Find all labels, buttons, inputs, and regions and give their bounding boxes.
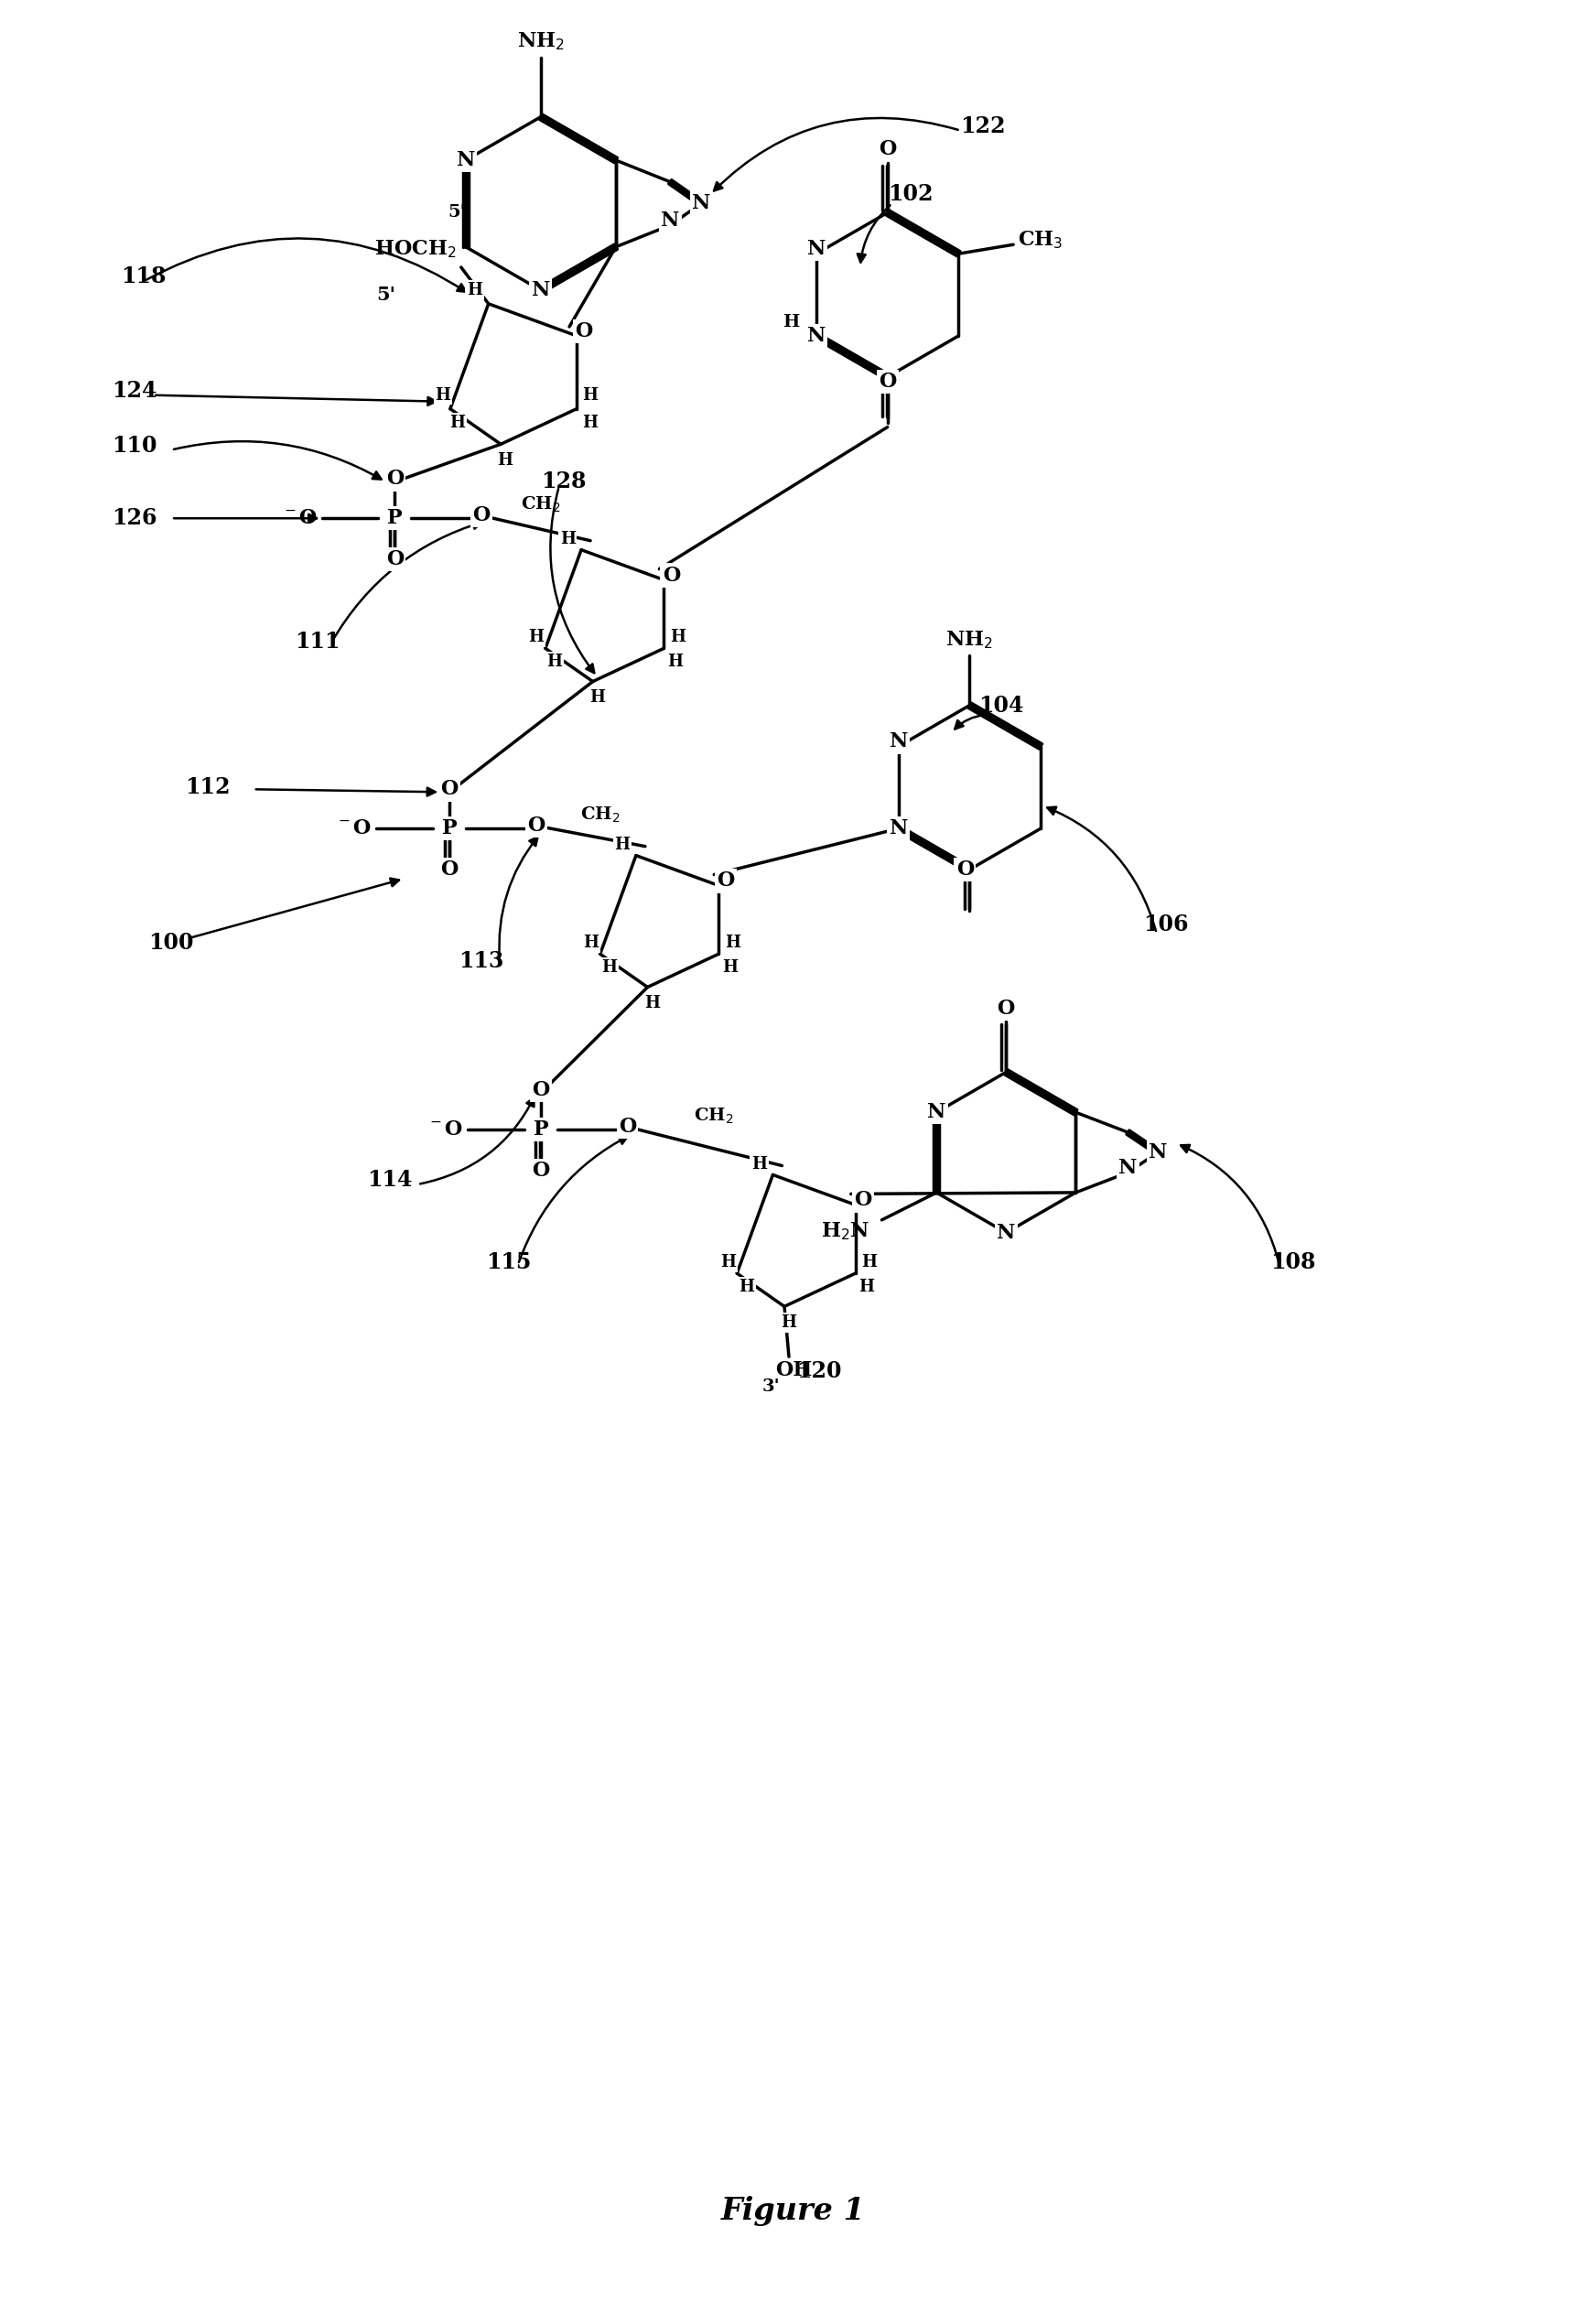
Text: H: H bbox=[670, 630, 686, 646]
Text: CH$_2$: CH$_2$ bbox=[694, 1106, 733, 1125]
Text: H: H bbox=[720, 1255, 736, 1271]
Text: H: H bbox=[614, 837, 630, 853]
Text: CH$_2$: CH$_2$ bbox=[579, 804, 619, 825]
Text: O: O bbox=[619, 1118, 636, 1136]
Text: 118: 118 bbox=[121, 265, 167, 288]
Text: N: N bbox=[457, 151, 475, 170]
Text: H: H bbox=[582, 414, 598, 430]
Text: 124: 124 bbox=[113, 379, 157, 402]
Text: H: H bbox=[725, 934, 740, 951]
Text: N: N bbox=[1119, 1157, 1138, 1178]
Text: H: H bbox=[528, 630, 544, 646]
Text: H: H bbox=[601, 960, 617, 976]
Text: N: N bbox=[808, 325, 825, 346]
Text: 5': 5' bbox=[376, 286, 395, 304]
Text: 111: 111 bbox=[295, 630, 340, 653]
Text: H: H bbox=[560, 530, 576, 546]
Text: O: O bbox=[854, 1190, 871, 1211]
Text: O: O bbox=[386, 469, 403, 488]
Text: H: H bbox=[751, 1155, 767, 1171]
Text: H: H bbox=[584, 934, 598, 951]
Text: H$_2$N: H$_2$N bbox=[820, 1220, 870, 1241]
Text: N: N bbox=[889, 818, 908, 839]
Text: 102: 102 bbox=[887, 184, 933, 205]
Text: 115: 115 bbox=[486, 1250, 532, 1274]
Text: N: N bbox=[692, 193, 711, 214]
Text: 5': 5' bbox=[448, 205, 465, 221]
Text: CH$_3$: CH$_3$ bbox=[1017, 230, 1063, 251]
Text: N: N bbox=[660, 211, 679, 230]
Text: 112: 112 bbox=[186, 776, 230, 799]
Text: Figure 1: Figure 1 bbox=[722, 2196, 865, 2226]
Text: O: O bbox=[879, 139, 897, 158]
Text: 100: 100 bbox=[149, 932, 194, 953]
Text: H: H bbox=[667, 653, 682, 669]
Text: H: H bbox=[738, 1278, 754, 1294]
Text: $^-$O: $^-$O bbox=[427, 1120, 463, 1139]
Text: H: H bbox=[582, 386, 598, 404]
Text: O: O bbox=[473, 507, 490, 525]
Text: H: H bbox=[859, 1278, 874, 1294]
Text: H: H bbox=[548, 653, 562, 669]
Text: H: H bbox=[781, 1315, 797, 1332]
Text: N: N bbox=[927, 1102, 946, 1122]
Text: 122: 122 bbox=[960, 114, 1006, 137]
Text: P: P bbox=[533, 1120, 549, 1139]
Text: 128: 128 bbox=[541, 472, 586, 493]
Text: 114: 114 bbox=[368, 1169, 413, 1190]
Text: $^-$O: $^-$O bbox=[335, 818, 373, 839]
Text: O: O bbox=[997, 999, 1016, 1018]
Text: O: O bbox=[532, 1160, 549, 1181]
Text: O: O bbox=[574, 321, 594, 342]
Text: O: O bbox=[386, 548, 403, 569]
Text: H: H bbox=[589, 690, 605, 706]
Text: N: N bbox=[997, 1222, 1016, 1243]
Text: CH$_2$: CH$_2$ bbox=[521, 495, 560, 514]
Text: N: N bbox=[1149, 1143, 1166, 1162]
Text: O: O bbox=[879, 372, 897, 390]
Text: H: H bbox=[862, 1255, 878, 1271]
Text: H: H bbox=[644, 995, 660, 1011]
Text: NH$_2$: NH$_2$ bbox=[517, 30, 565, 51]
Text: NH$_2$: NH$_2$ bbox=[946, 630, 993, 651]
Text: 113: 113 bbox=[459, 951, 505, 971]
Text: 126: 126 bbox=[113, 507, 157, 530]
Text: O: O bbox=[527, 816, 544, 837]
Text: P: P bbox=[441, 818, 457, 839]
Text: P: P bbox=[387, 509, 403, 528]
Text: N: N bbox=[889, 732, 908, 753]
Text: O: O bbox=[662, 565, 681, 586]
Text: 120: 120 bbox=[797, 1360, 841, 1383]
Text: 108: 108 bbox=[1271, 1250, 1316, 1274]
Text: H: H bbox=[722, 960, 738, 976]
Text: O: O bbox=[955, 860, 974, 881]
Text: N: N bbox=[532, 281, 551, 300]
Text: 106: 106 bbox=[1143, 913, 1189, 934]
Text: $^-$O: $^-$O bbox=[281, 509, 317, 528]
Text: H: H bbox=[498, 453, 513, 469]
Text: H: H bbox=[449, 414, 465, 430]
Text: N: N bbox=[808, 239, 825, 260]
Text: H: H bbox=[467, 281, 482, 297]
Text: H: H bbox=[782, 314, 800, 330]
Text: HOCH$_2$: HOCH$_2$ bbox=[375, 237, 457, 260]
Text: 3': 3' bbox=[762, 1378, 779, 1394]
Text: OH: OH bbox=[774, 1360, 813, 1380]
Text: 110: 110 bbox=[113, 435, 157, 456]
Text: O: O bbox=[441, 860, 459, 881]
Text: O: O bbox=[532, 1081, 549, 1102]
Text: 104: 104 bbox=[979, 695, 1024, 716]
Text: H: H bbox=[435, 386, 451, 404]
Text: O: O bbox=[441, 779, 459, 799]
Text: O: O bbox=[717, 872, 735, 890]
